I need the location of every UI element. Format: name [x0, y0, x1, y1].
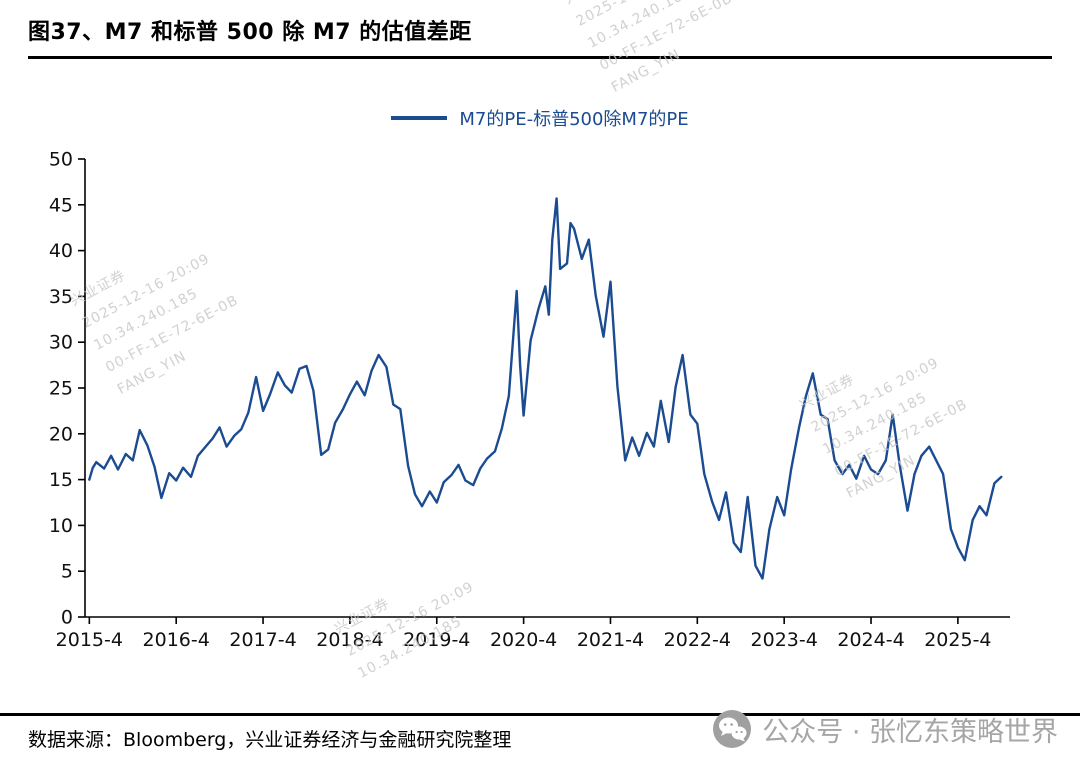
- x-tick-label: 2017-4: [229, 629, 296, 651]
- x-tick-label: 2022-4: [664, 629, 731, 651]
- x-tick-label: 2023-4: [751, 629, 818, 651]
- y-tick-label: 50: [49, 149, 73, 171]
- x-tick-label: 2024-4: [837, 629, 904, 651]
- y-tick-label: 25: [49, 378, 73, 400]
- x-tick-label: 2021-4: [577, 629, 644, 651]
- chart-area: M7的PE-标普500除M7的PE 0 5 10 15 20 25 30 35 40 45 50 20…: [0, 105, 1080, 677]
- series-path: [88, 197, 1003, 580]
- y-tick-label: 30: [49, 332, 73, 354]
- legend-label: M7的PE-标普500除M7的PE: [459, 109, 689, 130]
- y-tick-label: 45: [49, 194, 73, 216]
- legend-line-swatch: [391, 116, 448, 120]
- y-tick-label: 20: [49, 423, 73, 445]
- x-tick-label: 2016-4: [143, 629, 210, 651]
- title-divider: [28, 56, 1052, 59]
- y-tick-label: 15: [49, 469, 73, 491]
- y-tick-label: 35: [49, 286, 73, 308]
- y-tick-label: 0: [61, 607, 73, 629]
- x-tick-label: 2020-4: [490, 629, 557, 651]
- x-tick-label: 2025-4: [924, 629, 991, 651]
- footer: 数据来源：Bloomberg，兴业证券经济与金融研究院整理: [0, 713, 1080, 759]
- page-title: 图37、M7 和标普 500 除 M7 的估值差距: [28, 20, 472, 45]
- footer-divider: [0, 713, 1080, 716]
- x-tick-label: 2019-4: [403, 629, 470, 651]
- y-tick-label: 10: [49, 515, 73, 537]
- chart-legend: M7的PE-标普500除M7的PE: [0, 105, 1080, 131]
- x-tick-label: 2015-4: [56, 629, 123, 651]
- line-chart: 0 5 10 15 20 25 30 35 40 45 50 2015-4 2016-4 2017-4 20…: [49, 149, 1010, 651]
- data-source: 数据来源：Bloomberg，兴业证券经济与金融研究院整理: [28, 729, 512, 751]
- y-tick-label: 5: [61, 561, 73, 583]
- y-tick-label: 40: [49, 240, 73, 262]
- x-tick-label: 2018-4: [316, 629, 383, 651]
